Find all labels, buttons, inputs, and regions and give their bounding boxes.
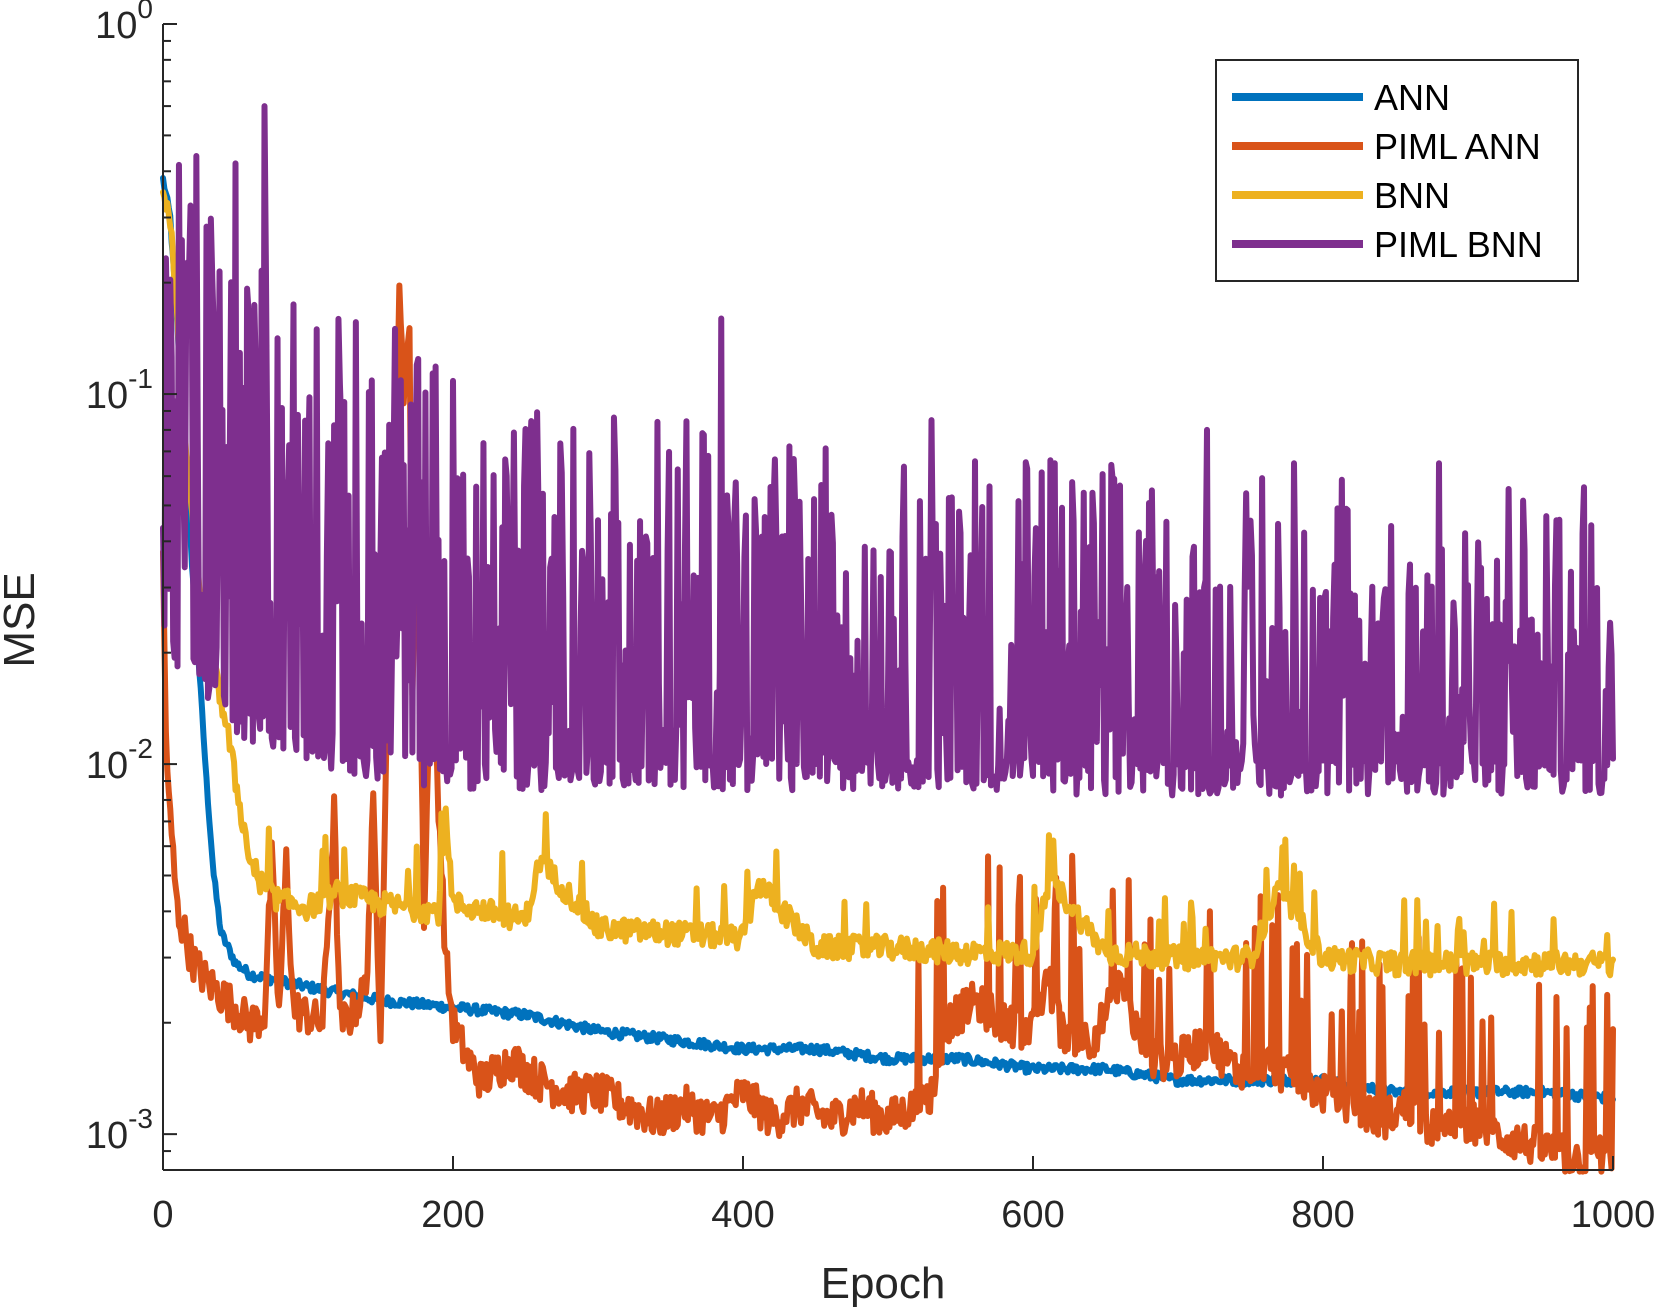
y-axis-label: MSE (0, 572, 44, 667)
x-axis-label: Epoch (821, 1259, 946, 1308)
series-bnn-line (160, 189, 1616, 979)
x-tick-label: 200 (421, 1194, 484, 1236)
axes: 0 200 400 600 800 1000 100 10-1 10-2 10-3 (86, 0, 1655, 1236)
legend-label: ANN (1374, 77, 1450, 118)
series-piml-bnn-line (160, 103, 1616, 799)
legend-label: BNN (1374, 175, 1450, 216)
x-tick-label: 1000 (1571, 1194, 1656, 1236)
legend: ANN PIML ANN BNN PIML BNN (1215, 59, 1579, 282)
y-tick-label: 100 (95, 0, 153, 47)
series-ann-line (160, 175, 1616, 1105)
plot-area (160, 103, 1616, 1175)
x-tick-label: 400 (711, 1194, 774, 1236)
y-tick-label: 10-2 (86, 733, 153, 787)
legend-label: PIML ANN (1374, 126, 1541, 167)
x-tick-label: 800 (1291, 1194, 1354, 1236)
x-tick-label: 600 (1001, 1194, 1064, 1236)
x-tick-label: 0 (152, 1194, 173, 1236)
legend-label: PIML BNN (1374, 224, 1543, 265)
series-piml-ann-line (160, 282, 1616, 1175)
y-tick-label: 10-3 (86, 1103, 153, 1157)
y-tick-label: 10-1 (86, 363, 153, 417)
